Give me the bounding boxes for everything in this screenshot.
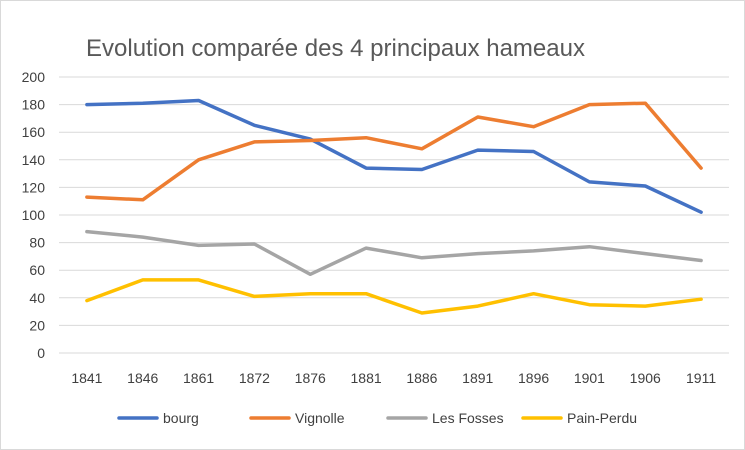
x-axis-tick-labels: 1841 1846 1861 1872 1876 1881 1886 1891 1896 1901… <box>71 370 716 386</box>
legend: bourg Vignolle Les Fosses Pain-Perdu <box>117 410 637 426</box>
x-tick-label: 1872 <box>239 370 270 386</box>
legend-label-les-fosses: Les Fosses <box>432 410 504 426</box>
y-tick-label: 140 <box>22 152 46 168</box>
y-tick-label: 180 <box>22 97 46 113</box>
x-tick-label: 1891 <box>462 370 493 386</box>
legend-label-bourg: bourg <box>163 410 199 426</box>
x-tick-label: 1901 <box>574 370 605 386</box>
y-tick-label: 120 <box>22 179 46 195</box>
y-tick-label: 200 <box>22 69 46 85</box>
x-tick-label: 1896 <box>518 370 549 386</box>
y-axis-tick-labels: 0 20 40 60 80 100 120 140 160 180 200 <box>22 69 46 361</box>
gridlines <box>59 76 729 354</box>
x-tick-label: 1906 <box>630 370 661 386</box>
y-tick-label: 60 <box>29 262 45 278</box>
x-tick-label: 1841 <box>71 370 102 386</box>
series-line-bourg <box>85 98 703 214</box>
x-tick-label: 1876 <box>295 370 326 386</box>
series-line-pain-perdu <box>85 278 703 315</box>
x-tick-label: 1861 <box>183 370 214 386</box>
y-tick-label: 160 <box>22 124 46 140</box>
series-lines <box>85 98 703 315</box>
x-tick-label: 1846 <box>127 370 158 386</box>
y-tick-label: 40 <box>29 290 45 306</box>
y-tick-label: 80 <box>29 235 45 251</box>
y-tick-label: 0 <box>37 345 45 361</box>
legend-label-vignolle: Vignolle <box>295 410 345 426</box>
chart-title: Evolution comparée des 4 principaux hame… <box>86 35 585 62</box>
series-line-vignolle <box>85 101 703 202</box>
x-tick-label: 1881 <box>351 370 382 386</box>
y-tick-label: 20 <box>29 317 45 333</box>
series-line-les-fosses <box>85 229 703 277</box>
x-tick-label: 1886 <box>406 370 437 386</box>
legend-label-pain-perdu: Pain-Perdu <box>567 410 637 426</box>
x-tick-label: 1911 <box>686 370 716 386</box>
y-tick-label: 100 <box>22 207 46 223</box>
